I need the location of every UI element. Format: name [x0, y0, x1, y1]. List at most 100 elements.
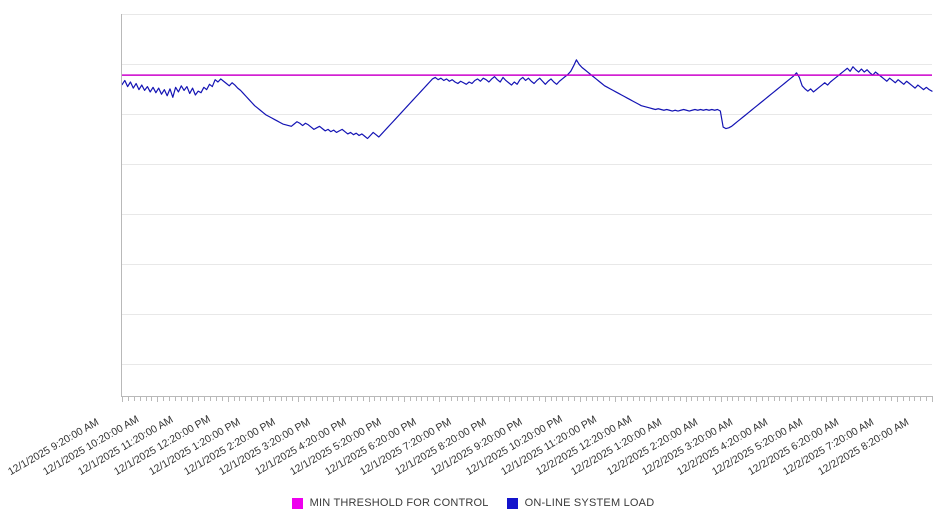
- x-axis-label: 12/1/2025 4:20:00 PM: [252, 415, 349, 478]
- x-axis-tick: [122, 397, 123, 402]
- x-axis-tick: [415, 397, 417, 401]
- x-axis-tick: [720, 397, 722, 402]
- x-axis-tick: [544, 397, 546, 402]
- x-axis-tick: [497, 397, 499, 401]
- x-axis-tick: [462, 397, 464, 401]
- x-axis-tick: [826, 397, 828, 402]
- x-axis-label: 12/2/2025 4:20:00 AM: [675, 416, 771, 478]
- x-axis-tick: [855, 397, 857, 401]
- x-axis-tick: [908, 397, 910, 401]
- x-axis-tick: [620, 397, 622, 401]
- x-axis-tick: [239, 397, 241, 401]
- x-axis-tick: [245, 397, 247, 401]
- plot-area: [121, 14, 933, 396]
- x-axis-tick: [268, 397, 270, 401]
- x-axis-tick: [321, 397, 323, 401]
- x-axis-tick: [157, 397, 159, 402]
- x-axis-tick: [180, 397, 182, 401]
- x-axis-label: 12/1/2025 6:20:00 PM: [322, 415, 419, 478]
- x-axis-tick: [309, 397, 311, 401]
- x-axis-tick: [838, 397, 840, 401]
- x-axis-label: 12/1/2025 9:20:00 AM: [6, 416, 101, 478]
- x-axis-tick: [274, 397, 276, 401]
- x-axis-tick: [444, 397, 446, 401]
- series-on-line-system-load: [121, 59, 933, 140]
- x-axis-tick: [873, 397, 875, 401]
- x-axis-tick: [439, 397, 440, 402]
- x-axis-tick: [345, 397, 346, 401]
- x-axis-tick: [574, 397, 575, 401]
- x-axis-label: 12/1/2025 8:20:00 PM: [393, 415, 489, 478]
- x-axis-label: 12/1/2025 12:20:00 PM: [111, 413, 213, 478]
- x-axis-label: 12/1/2025 10:20:00 AM: [41, 413, 142, 478]
- x-axis-tick: [779, 397, 781, 401]
- x-axis-tick: [257, 397, 258, 401]
- x-axis-tick: [773, 397, 775, 401]
- gridline: [122, 314, 932, 315]
- x-axis-tick: [932, 397, 933, 402]
- x-axis-tick: [521, 397, 523, 401]
- gridline: [122, 264, 932, 265]
- x-axis-tick: [392, 397, 393, 401]
- x-axis-tick: [568, 397, 570, 401]
- x-axis-tick: [691, 397, 693, 401]
- x-axis-tick: [808, 397, 810, 401]
- x-axis-tick: [210, 397, 211, 401]
- x-axis-tick: [174, 397, 176, 401]
- x-axis-tick: [714, 397, 716, 401]
- x-axis-tick: [204, 397, 206, 401]
- x-axis-tick: [879, 397, 881, 401]
- x-axis-tick: [761, 397, 763, 401]
- x-axis-tick: [186, 397, 188, 401]
- x-axis-tick: [133, 397, 135, 401]
- gridline: [122, 114, 932, 115]
- x-axis-tick: [797, 397, 798, 401]
- x-axis-tick: [597, 397, 599, 401]
- x-axis-tick: [304, 397, 305, 401]
- legend-item[interactable]: ON-LINE SYSTEM LOAD: [506, 497, 655, 509]
- x-axis-tick: [468, 397, 470, 401]
- x-axis-label: 12/2/2025 12:20:00 AM: [534, 413, 635, 478]
- legend-item[interactable]: MIN THRESHOLD FOR CONTROL: [291, 497, 489, 509]
- y-axis-line: [121, 14, 122, 396]
- x-axis-tick: [562, 397, 564, 401]
- gridline: [122, 14, 932, 15]
- x-axis-tick: [333, 397, 335, 402]
- x-axis-tick: [139, 397, 141, 401]
- x-axis-tick: [791, 397, 793, 402]
- x-axis-tick: [885, 397, 886, 401]
- x-axis-tick: [409, 397, 411, 401]
- x-axis-tick: [397, 397, 399, 401]
- x-axis-tick: [914, 397, 916, 401]
- x-axis-line: [121, 396, 933, 397]
- x-axis-tick: [667, 397, 669, 401]
- legend-label: ON-LINE SYSTEM LOAD: [524, 497, 655, 509]
- x-axis-tick: [127, 397, 129, 401]
- x-axis-label: 12/1/2025 7:20:00 PM: [358, 415, 454, 478]
- x-axis-tick: [609, 397, 611, 401]
- x-axis-tick: [732, 397, 734, 401]
- x-axis-tick: [280, 397, 282, 401]
- x-axis-tick: [368, 397, 370, 402]
- x-axis-label: 12/1/2025 10:20:00 PM: [463, 413, 565, 478]
- x-axis-label: 12/2/2025 8:20:00 AM: [816, 416, 911, 478]
- x-axis-tick: [679, 397, 681, 401]
- x-axis-label: 12/2/2025 1:20:00 AM: [569, 416, 665, 478]
- x-axis-tick: [820, 397, 822, 401]
- x-axis-tick: [292, 397, 294, 401]
- x-axis-tick: [767, 397, 769, 401]
- gridline: [122, 364, 932, 365]
- x-axis-tick: [673, 397, 675, 401]
- legend-swatch-icon: [291, 497, 303, 509]
- x-axis-tick: [474, 397, 476, 402]
- x-axis-label: 12/2/2025 7:20:00 AM: [780, 416, 876, 478]
- x-axis-tick: [662, 397, 663, 401]
- x-axis-tick: [298, 397, 300, 402]
- x-axis-tick: [532, 397, 534, 401]
- x-axis-tick: [802, 397, 804, 401]
- x-axis-tick: [503, 397, 505, 401]
- x-axis-tick: [638, 397, 640, 401]
- x-axis-tick: [626, 397, 628, 401]
- legend-label: MIN THRESHOLD FOR CONTROL: [309, 497, 489, 509]
